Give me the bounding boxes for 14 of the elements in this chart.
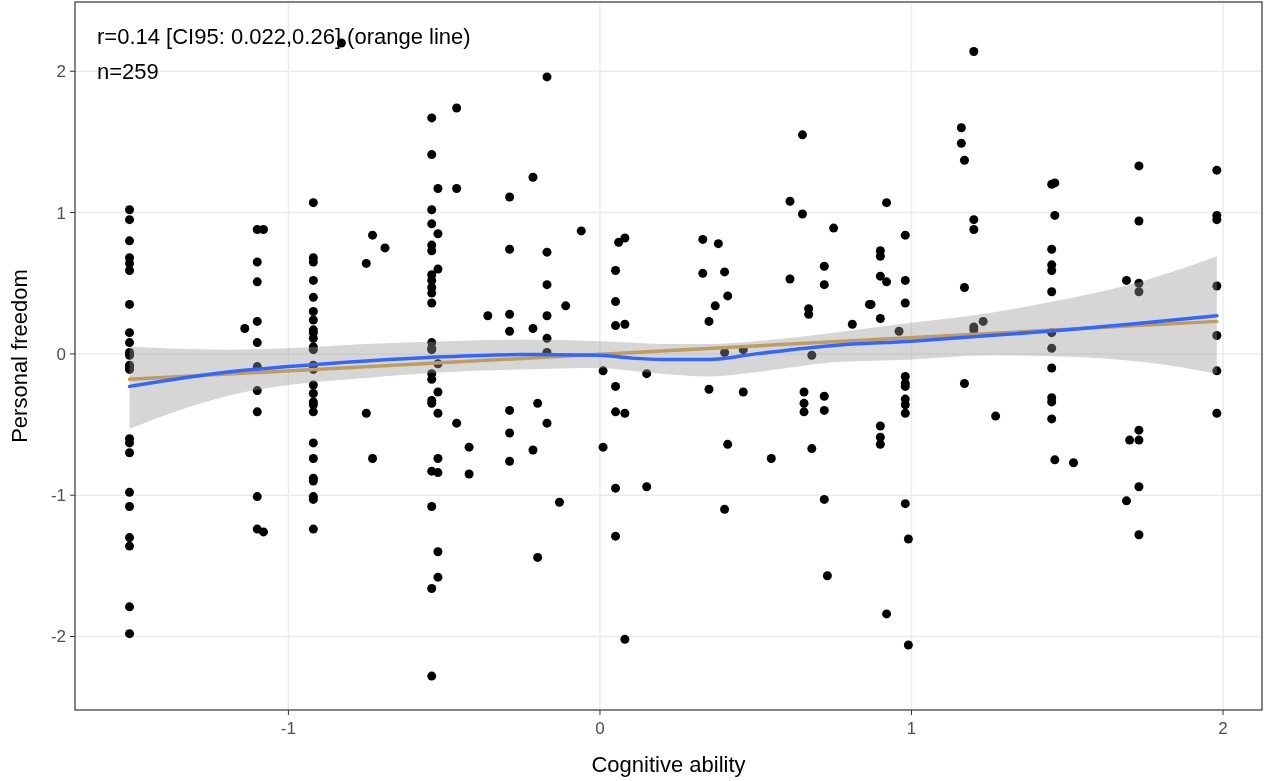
x-tick-label: -1 [280,719,296,738]
y-tick-label: 1 [56,203,66,223]
x-tick-label: 0 [595,719,605,738]
x-axis-title: Cognitive ability [591,752,746,777]
x-tick-label: 1 [906,719,917,738]
x-tick-label: 2 [1218,719,1228,738]
y-tick-label: 0 [56,344,66,364]
annotation: n=259 [97,59,159,84]
annotation: r=0.14 [CI95: 0.022,0.26] (orange line) [97,24,471,49]
y-tick-label: 2 [56,62,66,82]
y-axis-title: Personal freedom [7,269,32,443]
y-tick-label: -1 [50,486,66,506]
line-series [127,313,1219,389]
y-tick-label: -2 [50,627,66,647]
